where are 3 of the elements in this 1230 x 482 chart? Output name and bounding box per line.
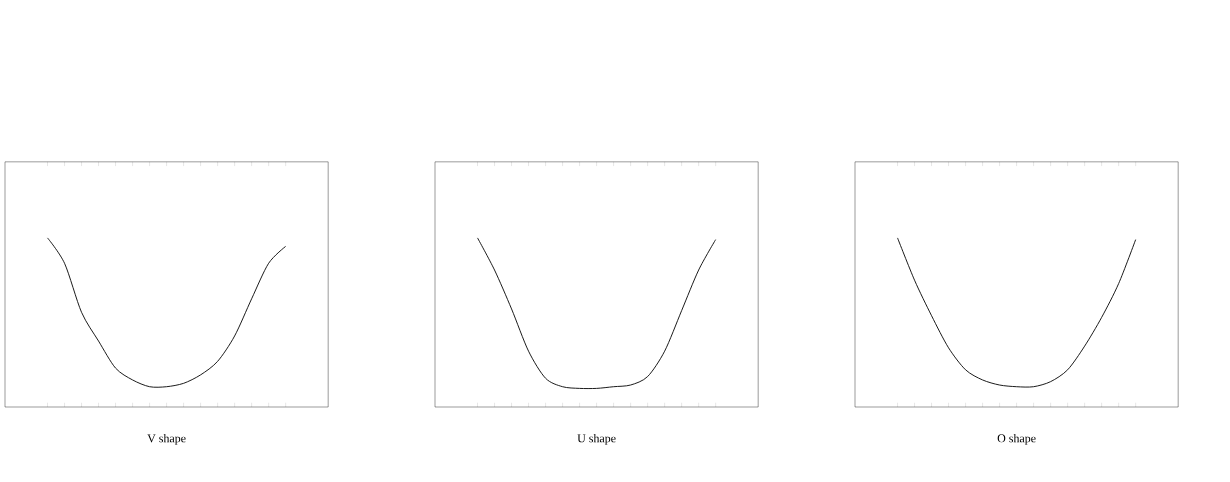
text: V shape [147, 433, 186, 445]
text: U shape [577, 433, 616, 445]
text: O shape [997, 433, 1036, 445]
